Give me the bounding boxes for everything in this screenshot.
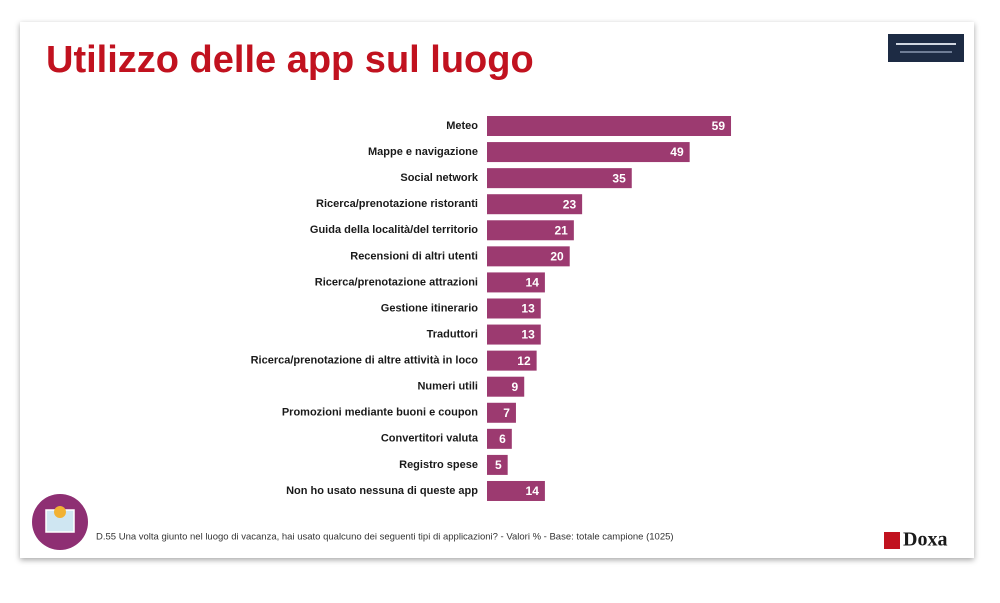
bar: [487, 376, 525, 397]
footnote: D.55 Una volta giunto nel luogo di vacan…: [96, 532, 674, 543]
bar: [487, 272, 545, 293]
category-label: Mappe e navigazione: [368, 146, 478, 158]
data-label: 20: [550, 250, 564, 264]
bar: [487, 142, 690, 163]
data-label: 49: [670, 145, 684, 159]
category-label: Promozioni mediante buoni e coupon: [282, 407, 478, 419]
category-label: Social network: [400, 172, 479, 184]
brand-icon: [884, 532, 900, 549]
chart-title: Utilizzo delle app sul luogo: [46, 39, 534, 81]
data-label: 9: [512, 380, 519, 394]
category-label: Ricerca/prenotazione attrazioni: [315, 276, 478, 288]
bar: [487, 454, 508, 475]
icon-pin: [54, 506, 66, 518]
category-label: Guida della località/del territorio: [310, 224, 478, 236]
category-label: Registro spese: [399, 459, 478, 471]
bar: [487, 246, 570, 267]
data-label: 14: [526, 276, 540, 290]
category-label: Convertitori valuta: [381, 433, 479, 445]
category-label: Non ho usato nessuna di queste app: [286, 485, 478, 497]
data-label: 7: [503, 406, 510, 420]
bar: [487, 220, 574, 241]
bar: [487, 298, 541, 319]
data-label: 14: [526, 484, 540, 498]
bar: [487, 350, 537, 371]
data-label: 12: [517, 354, 531, 368]
category-label: Meteo: [446, 120, 478, 132]
data-label: 23: [563, 197, 577, 211]
bar: [487, 428, 512, 449]
bar: [487, 168, 632, 189]
bar: [487, 480, 545, 501]
data-label: 6: [499, 432, 506, 446]
data-label: 5: [495, 458, 502, 472]
brand: Doxa: [903, 529, 947, 551]
data-label: 13: [521, 302, 535, 316]
data-label: 21: [554, 223, 568, 237]
data-label: 13: [521, 328, 535, 342]
bar: [487, 402, 516, 423]
category-label: Ricerca/prenotazione di altre attività i…: [251, 355, 479, 367]
category-label: Recensioni di altri utenti: [350, 250, 478, 262]
category-label: Traduttori: [427, 328, 478, 340]
data-label: 35: [612, 171, 626, 185]
bar: [487, 116, 732, 136]
logo: [888, 34, 964, 62]
bar: [487, 324, 541, 345]
category-label: Numeri utili: [417, 381, 478, 393]
bar: [487, 194, 583, 215]
category-label: Gestione itinerario: [381, 302, 478, 314]
data-label: 59: [712, 119, 726, 133]
category-label: Ricerca/prenotazione ristoranti: [316, 198, 478, 210]
